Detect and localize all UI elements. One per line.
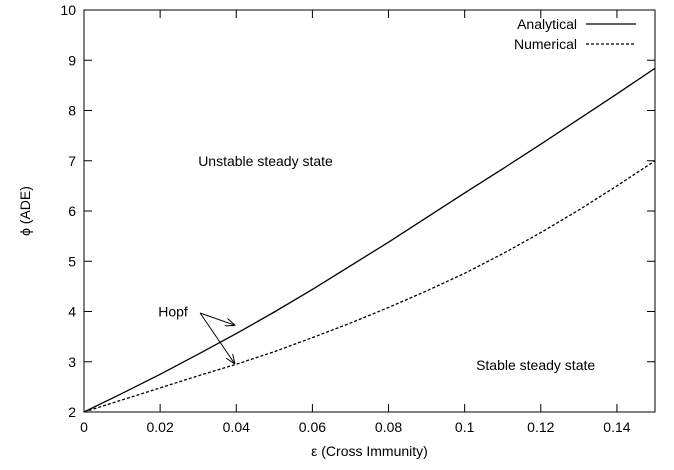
y-tick-label: 3: [68, 354, 76, 370]
x-tick-label: 0.14: [603, 419, 630, 435]
annotation-arrow: [199, 312, 234, 325]
y-axis-title: ϕ (ADE): [17, 186, 33, 236]
y-tick-label: 9: [68, 52, 76, 68]
y-tick-label: 8: [68, 103, 76, 119]
series-line-analytical: [83, 67, 656, 413]
x-axis: 0 0.02 0.04 0.06 0.08 0.1 0.12 0.14: [80, 10, 631, 435]
legend-label-numerical: Numerical: [514, 36, 577, 52]
y-axis: 2 3 4 5 6 7 8 9 10: [60, 2, 655, 420]
x-tick-label: 0.06: [299, 419, 326, 435]
y-tick-label: 4: [68, 304, 76, 320]
annotation-label: Hopf: [158, 304, 188, 320]
y-tick-label: 7: [68, 153, 76, 169]
annotation-label: Unstable steady state: [198, 153, 333, 169]
x-axis-title: ε (Cross Immunity): [311, 443, 428, 459]
legend: Analytical Numerical: [514, 16, 636, 52]
plot-border: [83, 9, 656, 413]
y-tick-label: 2: [68, 404, 76, 420]
annotation-arrow: [199, 312, 234, 363]
x-tick-label: 0.1: [455, 419, 475, 435]
x-tick-label: 0.08: [375, 419, 402, 435]
series-line-numerical: [83, 160, 656, 413]
y-tick-label: 10: [60, 2, 76, 18]
legend-label-analytical: Analytical: [517, 16, 577, 32]
x-tick-label: 0: [80, 419, 88, 435]
y-tick-label: 5: [68, 253, 76, 269]
plot-frame: [83, 9, 656, 413]
x-tick-label: 0.04: [223, 419, 250, 435]
annotations: Unstable steady state Stable steady state…: [158, 153, 595, 373]
x-tick-label: 0.02: [147, 419, 174, 435]
y-tick-label: 6: [68, 203, 76, 219]
x-tick-label: 0.12: [527, 419, 554, 435]
series-layer: [83, 67, 656, 413]
annotation-label: Stable steady state: [476, 357, 595, 373]
